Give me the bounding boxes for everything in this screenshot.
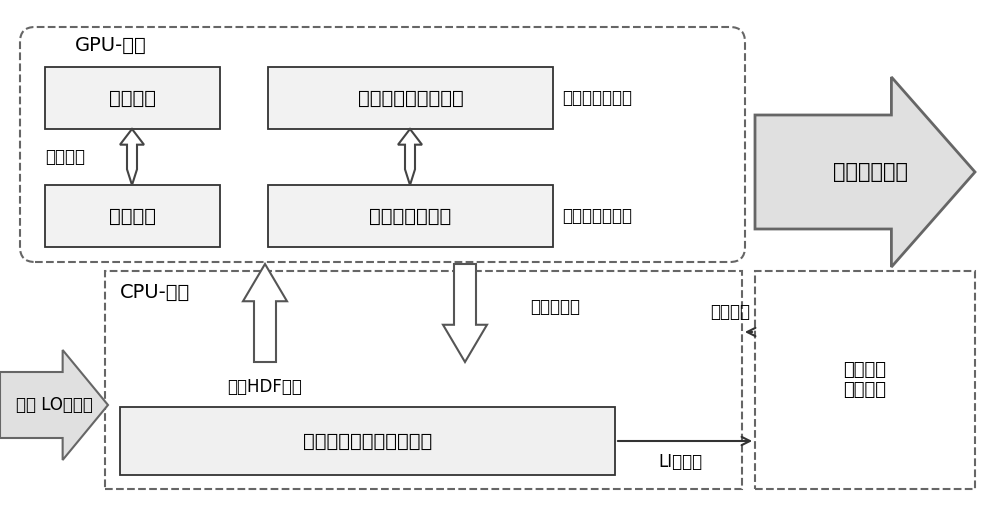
Text: 前端灾害
监测识别: 前端灾害 监测识别 — [844, 360, 887, 400]
Polygon shape — [398, 129, 422, 185]
Text: 扫描原始卫星影像数据流: 扫描原始卫星影像数据流 — [303, 432, 432, 450]
Text: 缓存HDF数据: 缓存HDF数据 — [228, 378, 302, 396]
Text: 信息数据: 信息数据 — [45, 148, 85, 166]
Polygon shape — [0, 350, 108, 460]
Text: 幅値转换及投影计算: 幅値转换及投影计算 — [358, 88, 463, 108]
FancyBboxPatch shape — [268, 67, 553, 129]
Text: 查询内核: 查询内核 — [109, 206, 156, 225]
Polygon shape — [755, 77, 975, 267]
Text: 历史数据删除: 历史数据删除 — [832, 162, 908, 182]
FancyBboxPatch shape — [105, 271, 742, 489]
Polygon shape — [443, 264, 487, 362]
FancyBboxPatch shape — [268, 185, 553, 247]
Text: CPU-主机: CPU-主机 — [120, 282, 190, 301]
FancyBboxPatch shape — [45, 185, 220, 247]
FancyBboxPatch shape — [755, 271, 975, 489]
Text: 细粒度计算单元: 细粒度计算单元 — [562, 89, 632, 107]
Text: 数据流挖掘内核: 数据流挖掘内核 — [369, 206, 452, 225]
Polygon shape — [120, 129, 144, 185]
Text: 粗粒度计算单元: 粗粒度计算单元 — [562, 207, 632, 225]
FancyBboxPatch shape — [120, 407, 615, 475]
Text: 数据操纵: 数据操纵 — [710, 303, 750, 321]
Text: 预处理数据: 预处理数据 — [530, 298, 580, 316]
Polygon shape — [243, 264, 287, 362]
FancyBboxPatch shape — [45, 67, 220, 129]
Text: LI级数据: LI级数据 — [658, 453, 702, 471]
Text: 解压内核: 解压内核 — [109, 88, 156, 108]
Text: 卫星 LO级数据: 卫星 LO级数据 — [16, 396, 92, 414]
FancyBboxPatch shape — [20, 27, 745, 262]
Text: GPU-设备: GPU-设备 — [75, 36, 147, 54]
